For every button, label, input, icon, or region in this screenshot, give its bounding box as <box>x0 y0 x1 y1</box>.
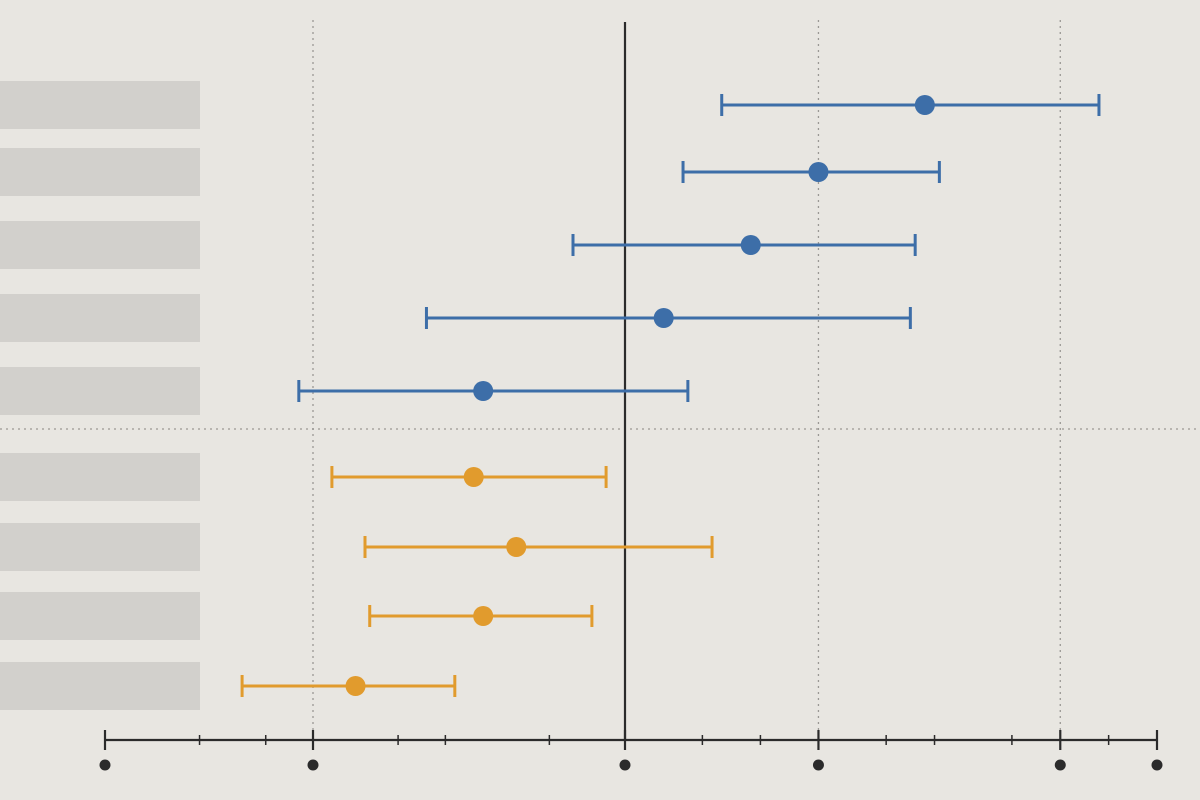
x-axis-tick-dot <box>1151 759 1163 771</box>
point-estimate <box>463 467 484 487</box>
point-estimate <box>808 162 829 182</box>
point-estimate <box>740 235 761 255</box>
row-label-placeholder <box>0 367 200 415</box>
x-axis-tick-dot <box>99 759 111 771</box>
x-axis-tick-dot <box>812 759 824 771</box>
point-estimate <box>653 308 674 328</box>
point-estimate <box>914 95 935 115</box>
x-axis-tick-dot <box>1054 759 1066 771</box>
point-estimate <box>506 537 527 557</box>
x-axis-tick-dot <box>619 759 631 771</box>
row-label-placeholder <box>0 523 200 571</box>
row-label-placeholder <box>0 592 200 640</box>
point-estimate <box>345 676 366 696</box>
x-axis-tick-dot <box>307 759 319 771</box>
row-label-placeholder <box>0 294 200 342</box>
row-label-placeholder <box>0 148 200 196</box>
point-estimate <box>473 381 494 401</box>
point-estimate <box>473 606 494 626</box>
row-label-placeholder <box>0 662 200 710</box>
row-label-placeholder <box>0 453 200 501</box>
row-label-placeholder <box>0 221 200 269</box>
row-label-placeholder <box>0 81 200 129</box>
